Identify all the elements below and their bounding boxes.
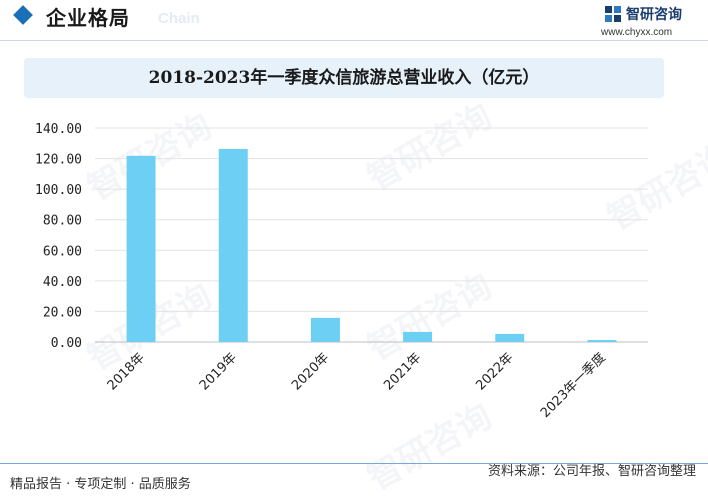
chart-title: 2018-2023年一季度众信旅游总营业收入（亿元） [148,68,540,88]
logo-url: www.chyxx.com [601,27,673,38]
y-tick-label: 60.00 [43,244,82,259]
bar-chart: 0.00 20.00 40.00 60.00 80.00 100.00 120.00 140.… [35,122,648,421]
x-tick-label: 2023年一季度 [537,350,608,421]
bar [218,148,248,342]
x-axis-ticks: 2018年 2019年 2020年 2021年 2022年 2023年一季度 [105,350,609,421]
bar [403,331,433,342]
y-tick-label: 40.00 [43,275,82,290]
x-tick-label: 2022年 [473,350,516,393]
chart-title-box: 2018-2023年一季度众信旅游总营业收入（亿元） [24,58,664,98]
bar [495,333,525,342]
bar [310,317,340,342]
bar [126,155,156,342]
grid-lines [95,127,648,343]
y-tick-label: 120.00 [35,153,82,168]
x-tick-label: 2019年 [197,350,240,393]
footer-tagline: 精品报告 · 专项定制 · 品质服务 [10,477,191,492]
y-tick-label: 20.00 [43,305,82,320]
header: 企业格局 Chain 智研咨询 www.chyxx.com [0,0,708,41]
logo-name: 智研咨询 [626,7,682,23]
y-axis-ticks: 0.00 20.00 40.00 60.00 80.00 100.00 120.00 140.… [35,122,82,351]
x-tick-label: 2020年 [289,350,332,393]
section-title: 企业格局 [46,6,130,30]
diamond-icon [13,5,33,25]
footer-source: 资料来源：公司年报、智研咨询整理 [487,464,696,479]
y-tick-label: 80.00 [43,214,82,229]
logo-icon [605,6,621,22]
bar [587,340,617,342]
y-tick-label: 140.00 [35,122,82,137]
header-divider [0,40,708,41]
bars [126,148,617,342]
y-tick-label: 100.00 [35,183,82,198]
x-tick-label: 2018年 [105,350,148,393]
y-tick-label: 0.00 [51,336,82,351]
footer-divider [0,463,708,464]
section-title-en: Chain [158,10,200,27]
x-tick-label: 2021年 [381,350,424,393]
